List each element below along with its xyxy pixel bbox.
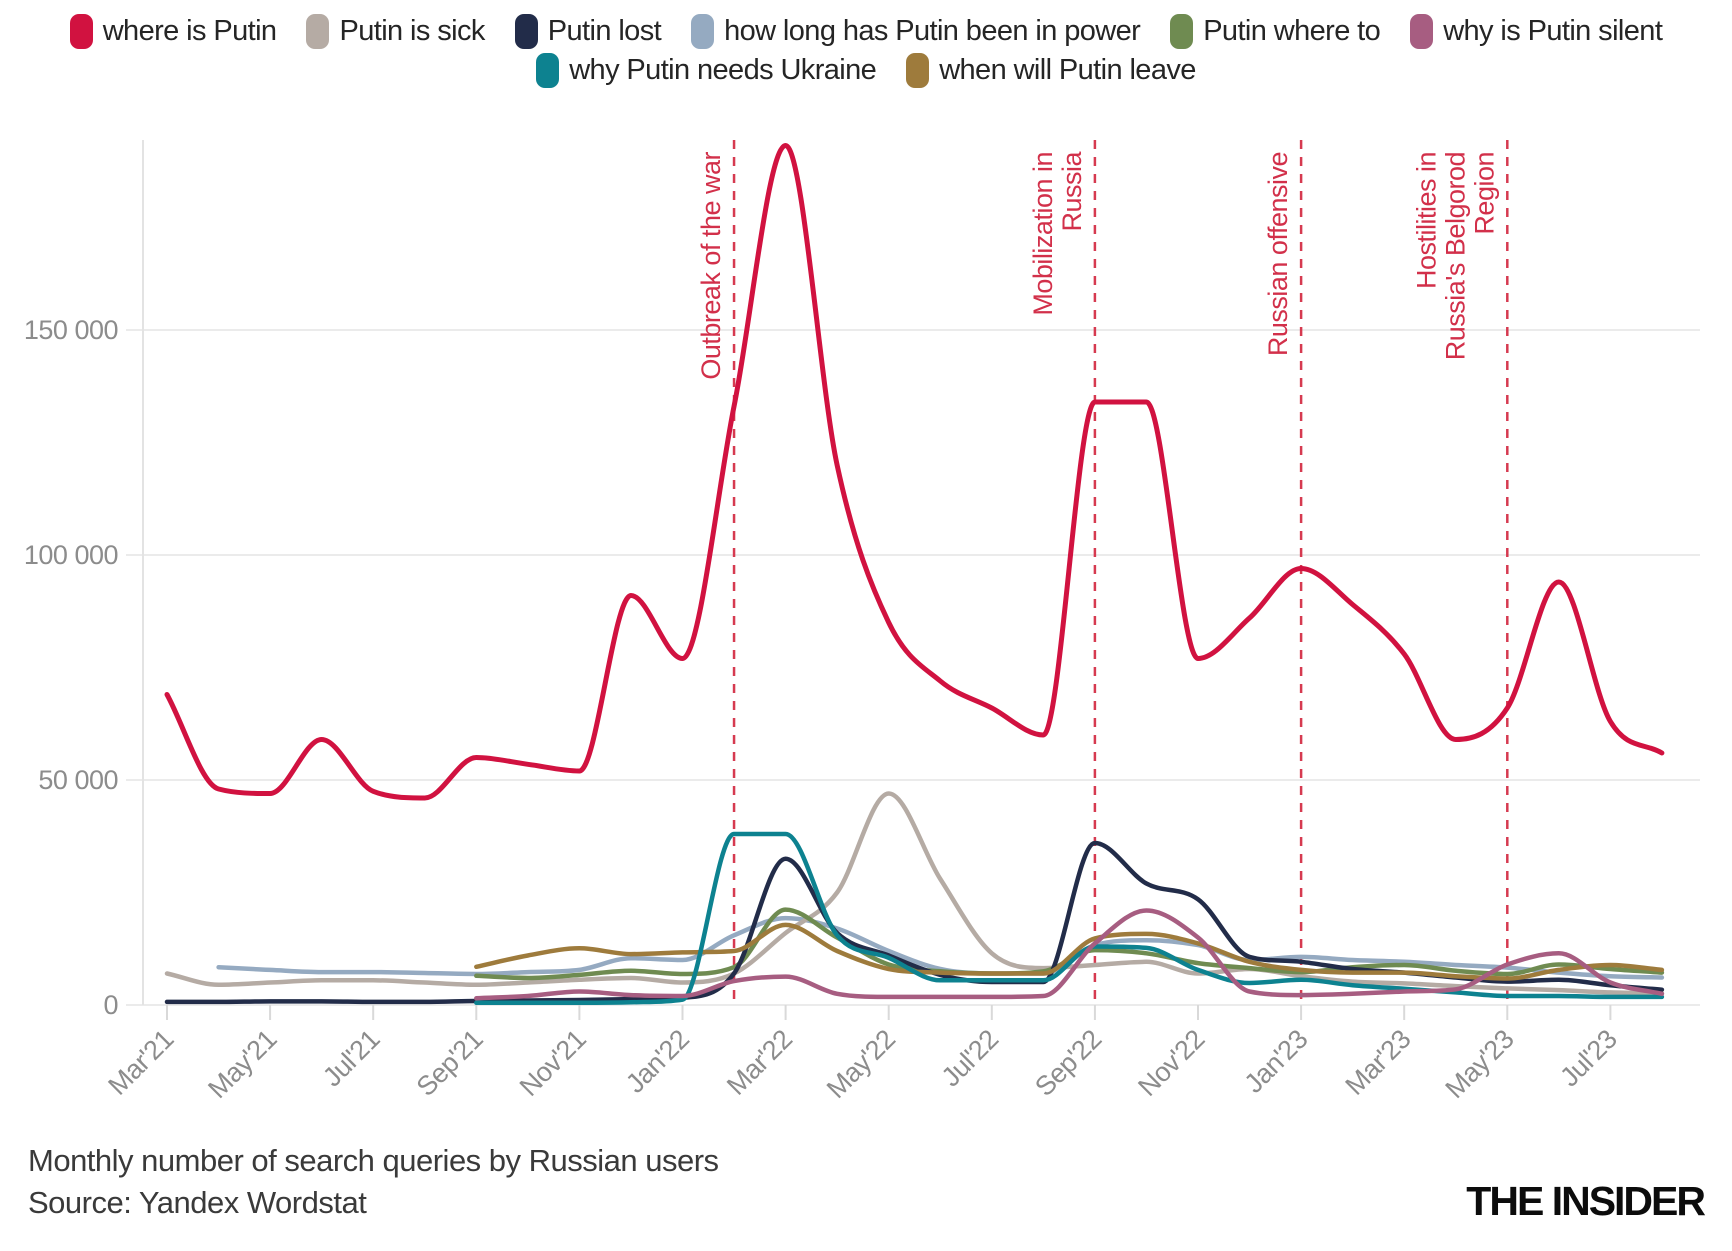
y-axis-label-0: 0 xyxy=(103,990,118,1020)
legend-item-where-is-putin[interactable]: where is Putin xyxy=(69,14,277,49)
legend-item-when-will-putin-leave[interactable]: when will Putin leave xyxy=(906,53,1196,88)
series-line-when-will-putin-leave[interactable] xyxy=(474,922,1665,981)
legend-label-putin-lost: Putin lost xyxy=(547,15,662,47)
legend-row-1: where is Putin Putin is sick Putin lost how… xyxy=(69,14,1663,49)
event-label-line: Russia xyxy=(1057,151,1087,232)
legend-item-how-long-has-putin-been-in-power[interactable]: how long has Putin been in power xyxy=(691,14,1141,49)
legend-label-why-putin-needs-ukraine: why Putin needs Ukraine xyxy=(569,54,877,86)
the-insider-logo: THE INSIDER xyxy=(1466,1178,1706,1224)
legend-swatch-why-is-putin-silent xyxy=(1410,14,1434,49)
series-line-where-is-putin[interactable] xyxy=(164,143,1665,801)
x-axis-label-Jul'22: Jul'22 xyxy=(936,1024,1004,1092)
series-line-putin-lost[interactable] xyxy=(164,840,1665,1005)
series-line-why-is-putin-silent[interactable] xyxy=(474,908,1665,1001)
legend-row-2: why Putin needs Ukraine when will Putin l… xyxy=(536,53,1196,88)
caption-title: Monthly number of search queries by Russ… xyxy=(28,1143,719,1178)
legend-swatch-how-long-has-putin-been-in-power xyxy=(691,14,715,49)
legend-label-putin-is-sick: Putin is sick xyxy=(339,15,485,47)
legend-swatch-putin-is-sick xyxy=(306,14,330,49)
x-axis-label-Mar'23: Mar'23 xyxy=(1340,1024,1417,1101)
legend-swatch-when-will-putin-leave xyxy=(906,53,930,88)
x-axis-label-Sep'22: Sep'22 xyxy=(1029,1024,1107,1102)
x-axis-label-Nov'22: Nov'22 xyxy=(1132,1024,1210,1102)
legend-swatch-where-is-putin xyxy=(69,14,93,49)
x-axis-label-Jan'22: Jan'22 xyxy=(620,1024,695,1099)
x-axis-label-Jul'23: Jul'23 xyxy=(1554,1024,1622,1092)
y-axis-label-100000: 100 000 xyxy=(24,540,118,570)
event-label-line: Mobilization in xyxy=(1028,152,1058,316)
legend: where is Putin Putin is sick Putin lost how… xyxy=(0,14,1732,88)
x-axis-label-Mar'22: Mar'22 xyxy=(721,1024,798,1101)
x-axis-label-Jan'23: Jan'23 xyxy=(1239,1024,1314,1099)
x-axis-label-Jul'21: Jul'21 xyxy=(317,1024,385,1092)
x-axis-label-Nov'21: Nov'21 xyxy=(514,1024,592,1102)
legend-label-when-will-putin-leave: when will Putin leave xyxy=(939,54,1196,86)
series-line-how-long-has-putin-been-in-power[interactable] xyxy=(216,915,1665,980)
event-label-line: Russia's Belgorod xyxy=(1440,152,1470,360)
legend-item-why-putin-needs-ukraine[interactable]: why Putin needs Ukraine xyxy=(536,53,877,88)
x-axis-label-Sep'21: Sep'21 xyxy=(411,1024,489,1102)
legend-label-how-long-has-putin-been-in-power: how long has Putin been in power xyxy=(724,15,1141,47)
legend-item-putin-where-to[interactable]: Putin where to xyxy=(1170,14,1381,49)
x-axis-label-Mar'21: Mar'21 xyxy=(102,1024,179,1101)
x-axis-label-May'23: May'23 xyxy=(1439,1024,1519,1104)
series-line-putin-is-sick[interactable] xyxy=(164,791,1665,996)
legend-item-putin-lost[interactable]: Putin lost xyxy=(514,14,662,49)
legend-item-why-is-putin-silent[interactable]: why is Putin silent xyxy=(1410,14,1663,49)
caption-source: Source: Yandex Wordstat xyxy=(28,1185,367,1220)
legend-swatch-putin-where-to xyxy=(1170,14,1194,49)
legend-label-where-is-putin: where is Putin xyxy=(102,15,277,47)
chart-caption: Monthly number of search queries by Russ… xyxy=(28,1140,719,1224)
legend-label-putin-where-to: Putin where to xyxy=(1203,15,1381,47)
y-axis-label-50000: 50 000 xyxy=(38,765,118,795)
legend-swatch-putin-lost xyxy=(514,14,538,49)
x-axis-label-May'22: May'22 xyxy=(821,1024,901,1104)
event-label-line: Hostilities in xyxy=(1411,152,1441,289)
legend-swatch-why-putin-needs-ukraine xyxy=(536,53,560,88)
series-line-why-putin-needs-ukraine[interactable] xyxy=(474,831,1665,1006)
y-axis-label-150000: 150 000 xyxy=(24,315,118,345)
legend-label-why-is-putin-silent: why is Putin silent xyxy=(1443,15,1663,47)
event-label-line: Outbreak of the war xyxy=(696,151,726,379)
event-label-line: Russian offensive xyxy=(1263,152,1293,356)
x-axis-label-May'21: May'21 xyxy=(202,1024,282,1104)
legend-item-putin-is-sick[interactable]: Putin is sick xyxy=(306,14,485,49)
event-label-line: Region xyxy=(1469,152,1499,235)
